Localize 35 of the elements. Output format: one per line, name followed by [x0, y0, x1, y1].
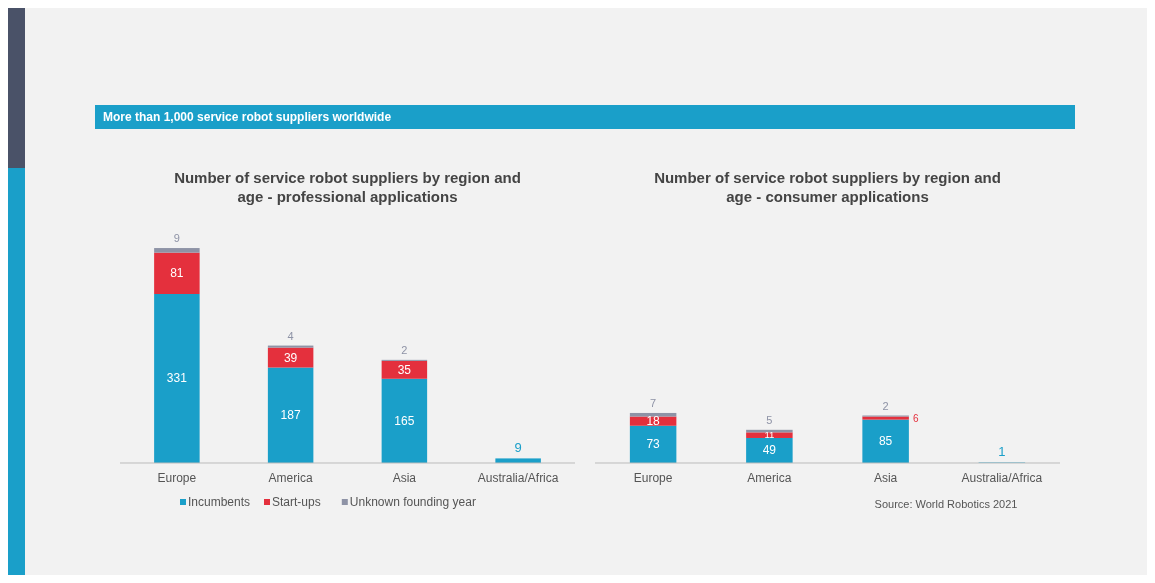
- data-label: 2: [401, 343, 408, 356]
- x-tick-label: Australia/Africa: [477, 471, 559, 485]
- data-label: 165: [394, 413, 415, 428]
- data-label: 73: [646, 437, 661, 452]
- x-tick-label: America: [268, 471, 313, 485]
- x-tick-label: Europe: [633, 471, 673, 485]
- title-banner: More than 1,000 service robot suppliers worldwide: [95, 105, 1075, 129]
- data-label: 9: [173, 232, 180, 245]
- source-note: Source: World Robotics 2021: [874, 498, 1018, 510]
- data-label: 187: [280, 408, 301, 423]
- chart-title: Number of service robot suppliers by region and age - professional applications: [174, 169, 521, 205]
- legend-label: Incumbents: [188, 495, 251, 509]
- x-tick-label: America: [747, 471, 792, 485]
- data-label: 11: [764, 429, 775, 441]
- x-tick-label: Asia: [873, 471, 898, 485]
- x-tick-label: Australia/Africa: [961, 471, 1043, 485]
- data-label: 7: [650, 396, 657, 409]
- data-label: 5: [766, 413, 773, 426]
- data-label: 39: [283, 350, 298, 365]
- chart-title: Number of service robot suppliers by region and age - consumer applications: [654, 169, 1001, 205]
- legend-label: Start-ups: [272, 495, 321, 509]
- data-label: 4: [287, 329, 294, 342]
- data-label: 35: [397, 362, 412, 377]
- data-label: 81: [170, 266, 184, 281]
- data-label: 2: [882, 399, 889, 412]
- legend-label: Unknown founding year: [349, 495, 476, 509]
- data-label: 9: [514, 440, 522, 456]
- data-label: 6: [912, 413, 919, 425]
- data-label: 331: [166, 371, 188, 386]
- x-tick-label: Europe: [157, 471, 197, 485]
- data-label: 85: [878, 434, 893, 449]
- x-tick-label: Asia: [392, 471, 417, 485]
- data-label: 49: [762, 443, 777, 458]
- data-label: 18: [646, 414, 661, 429]
- data-label: 1: [998, 444, 1006, 460]
